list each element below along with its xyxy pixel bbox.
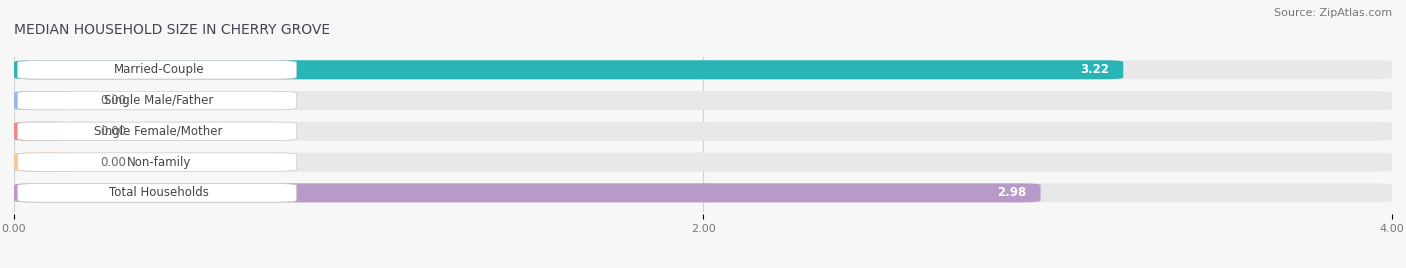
FancyBboxPatch shape [14, 122, 76, 141]
Text: Married-Couple: Married-Couple [114, 63, 204, 76]
FancyBboxPatch shape [17, 91, 297, 110]
Text: Single Female/Mother: Single Female/Mother [94, 125, 224, 138]
FancyBboxPatch shape [14, 152, 76, 172]
FancyBboxPatch shape [14, 91, 76, 110]
FancyBboxPatch shape [17, 122, 297, 140]
FancyBboxPatch shape [17, 153, 297, 171]
FancyBboxPatch shape [14, 183, 1040, 202]
Text: Total Households: Total Households [108, 186, 208, 199]
FancyBboxPatch shape [14, 152, 1392, 172]
Text: Source: ZipAtlas.com: Source: ZipAtlas.com [1274, 8, 1392, 18]
FancyBboxPatch shape [17, 61, 297, 79]
Text: 0.00: 0.00 [100, 156, 127, 169]
Text: 3.22: 3.22 [1080, 63, 1109, 76]
FancyBboxPatch shape [14, 60, 1392, 79]
FancyBboxPatch shape [14, 183, 1392, 202]
Text: MEDIAN HOUSEHOLD SIZE IN CHERRY GROVE: MEDIAN HOUSEHOLD SIZE IN CHERRY GROVE [14, 23, 330, 37]
FancyBboxPatch shape [14, 122, 1392, 141]
Text: Non-family: Non-family [127, 156, 191, 169]
FancyBboxPatch shape [17, 184, 297, 202]
Text: 0.00: 0.00 [100, 94, 127, 107]
FancyBboxPatch shape [14, 60, 1123, 79]
Text: 0.00: 0.00 [100, 125, 127, 138]
Text: Single Male/Father: Single Male/Father [104, 94, 214, 107]
FancyBboxPatch shape [14, 91, 1392, 110]
Text: 2.98: 2.98 [997, 186, 1026, 199]
